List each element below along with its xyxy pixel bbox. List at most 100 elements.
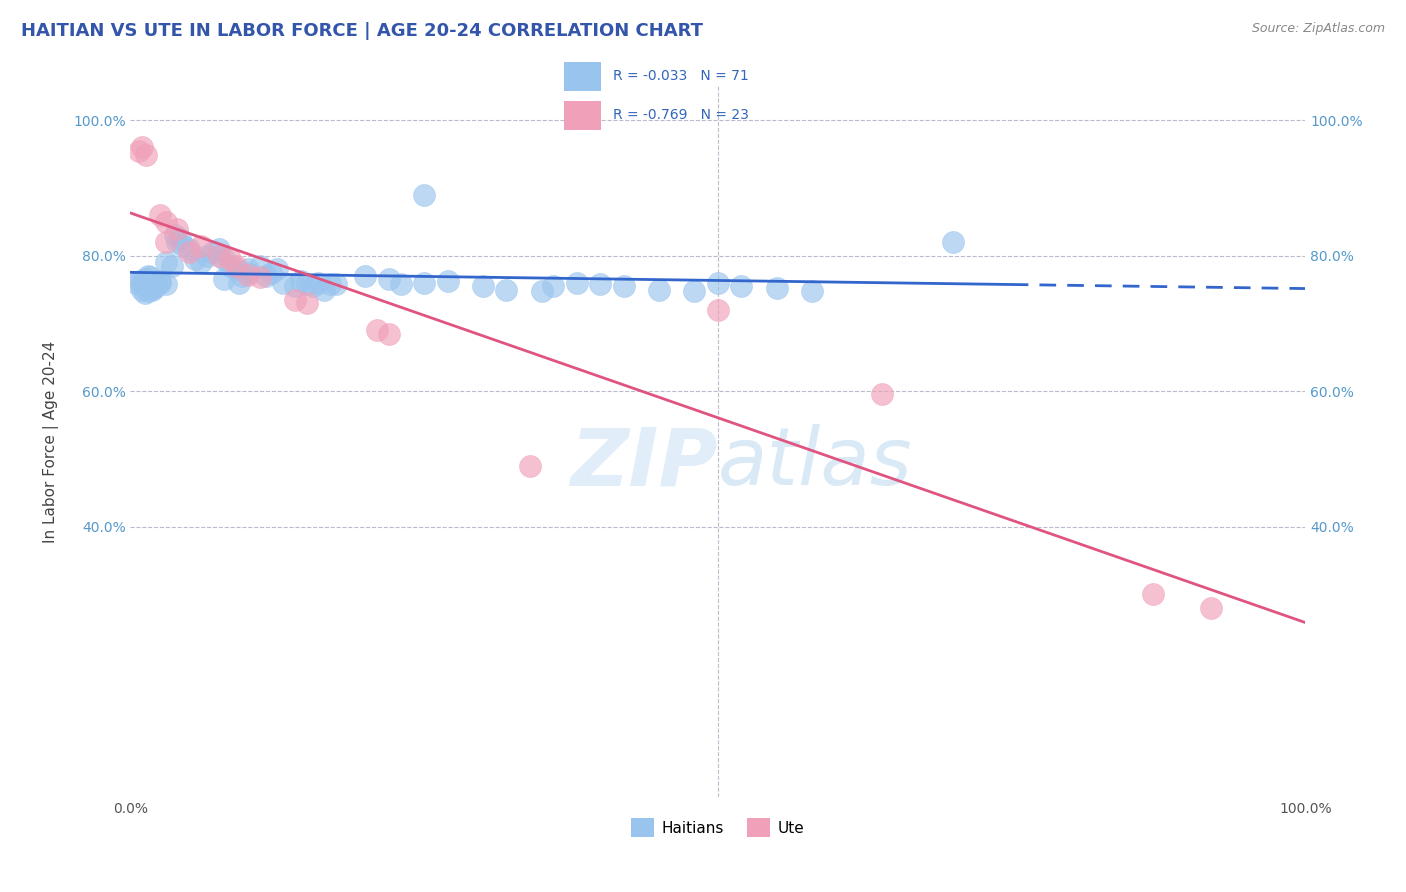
- Point: [135, 148, 157, 162]
- Point: [136, 284, 159, 298]
- Point: [131, 283, 153, 297]
- Point: [266, 262, 288, 277]
- Point: [389, 277, 412, 292]
- Point: [260, 266, 283, 280]
- Point: [236, 262, 259, 277]
- Point: [301, 279, 323, 293]
- Point: [284, 293, 307, 307]
- Text: R = -0.769   N = 23: R = -0.769 N = 23: [613, 109, 748, 122]
- Point: [190, 238, 212, 252]
- Point: [249, 259, 271, 273]
- Point: [155, 255, 177, 269]
- Point: [254, 268, 277, 283]
- Point: [190, 255, 212, 269]
- Point: [155, 277, 177, 292]
- Legend: Haitians, Ute: Haitians, Ute: [626, 813, 811, 843]
- Text: HAITIAN VS UTE IN LABOR FORCE | AGE 20-24 CORRELATION CHART: HAITIAN VS UTE IN LABOR FORCE | AGE 20-2…: [21, 22, 703, 40]
- Point: [354, 268, 377, 283]
- Point: [143, 281, 166, 295]
- Point: [765, 281, 787, 295]
- Text: Source: ZipAtlas.com: Source: ZipAtlas.com: [1251, 22, 1385, 36]
- Point: [131, 277, 153, 292]
- Point: [648, 283, 671, 297]
- Point: [128, 274, 150, 288]
- Point: [366, 323, 388, 337]
- Point: [436, 274, 458, 288]
- Point: [730, 279, 752, 293]
- Point: [613, 279, 636, 293]
- Point: [1201, 600, 1223, 615]
- Point: [314, 283, 336, 297]
- Point: [219, 259, 242, 273]
- Point: [519, 458, 541, 473]
- Point: [155, 215, 177, 229]
- Point: [207, 249, 229, 263]
- Point: [169, 232, 191, 246]
- Point: [131, 140, 153, 154]
- Point: [290, 274, 312, 288]
- Point: [160, 259, 183, 273]
- Point: [707, 276, 730, 290]
- Point: [800, 284, 823, 298]
- Point: [707, 302, 730, 317]
- Point: [495, 283, 517, 297]
- Point: [284, 279, 307, 293]
- Point: [942, 235, 965, 249]
- Point: [166, 221, 188, 235]
- Point: [271, 276, 294, 290]
- Point: [236, 266, 259, 280]
- Point: [413, 187, 436, 202]
- Point: [295, 277, 318, 292]
- Point: [225, 259, 247, 273]
- Point: [195, 249, 218, 263]
- Text: atlas: atlas: [718, 425, 912, 502]
- Point: [236, 268, 259, 282]
- Point: [143, 279, 166, 293]
- Point: [134, 272, 156, 286]
- Text: ZIP: ZIP: [571, 425, 718, 502]
- Point: [872, 387, 894, 401]
- Point: [325, 277, 347, 292]
- Point: [207, 242, 229, 256]
- Point: [225, 262, 247, 277]
- Point: [219, 252, 242, 266]
- Point: [172, 238, 194, 252]
- Point: [378, 272, 401, 286]
- Point: [589, 277, 612, 292]
- Point: [472, 279, 495, 293]
- Point: [145, 277, 167, 292]
- Point: [149, 274, 172, 288]
- FancyBboxPatch shape: [564, 101, 600, 130]
- Point: [149, 276, 172, 290]
- Point: [308, 276, 330, 290]
- Point: [139, 270, 162, 285]
- Point: [249, 270, 271, 285]
- Point: [125, 276, 148, 290]
- Y-axis label: In Labor Force | Age 20-24: In Labor Force | Age 20-24: [44, 341, 59, 543]
- Point: [295, 296, 318, 310]
- Point: [543, 279, 565, 293]
- FancyBboxPatch shape: [564, 62, 600, 91]
- Point: [134, 285, 156, 300]
- Point: [565, 276, 588, 290]
- Point: [145, 279, 167, 293]
- Point: [214, 272, 236, 286]
- Point: [149, 208, 172, 222]
- Point: [214, 252, 236, 266]
- Text: R = -0.033   N = 71: R = -0.033 N = 71: [613, 70, 748, 83]
- Point: [1142, 587, 1164, 601]
- Point: [228, 276, 250, 290]
- Point: [231, 268, 253, 283]
- Point: [179, 242, 201, 256]
- Point: [141, 283, 163, 297]
- Point: [201, 245, 224, 260]
- Point: [184, 252, 207, 266]
- Point: [136, 268, 159, 283]
- Point: [530, 284, 553, 298]
- Point: [683, 284, 706, 298]
- Point: [378, 326, 401, 341]
- Point: [166, 235, 188, 249]
- Point: [413, 276, 436, 290]
- Point: [319, 277, 342, 292]
- Point: [155, 235, 177, 249]
